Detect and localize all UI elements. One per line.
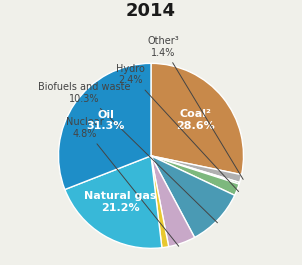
Text: Other³
1.4%: Other³ 1.4% [147,36,243,179]
Text: Hydro
2.4%: Hydro 2.4% [116,64,239,192]
Wedge shape [151,156,242,183]
Text: Nuclear
4.8%: Nuclear 4.8% [66,117,179,246]
Wedge shape [151,63,243,175]
Wedge shape [59,63,151,189]
Text: Coal²
28.6%: Coal² 28.6% [176,109,215,131]
Wedge shape [151,156,194,247]
Wedge shape [151,156,235,237]
Text: Biofuels and waste
10.3%: Biofuels and waste 10.3% [38,82,217,223]
Title: 2014: 2014 [126,2,176,20]
Wedge shape [65,156,162,248]
Wedge shape [151,156,239,184]
Wedge shape [151,156,239,195]
Wedge shape [151,156,169,248]
Text: Oil
31.3%: Oil 31.3% [87,110,125,131]
Text: Natural gas
21.2%: Natural gas 21.2% [84,191,157,213]
